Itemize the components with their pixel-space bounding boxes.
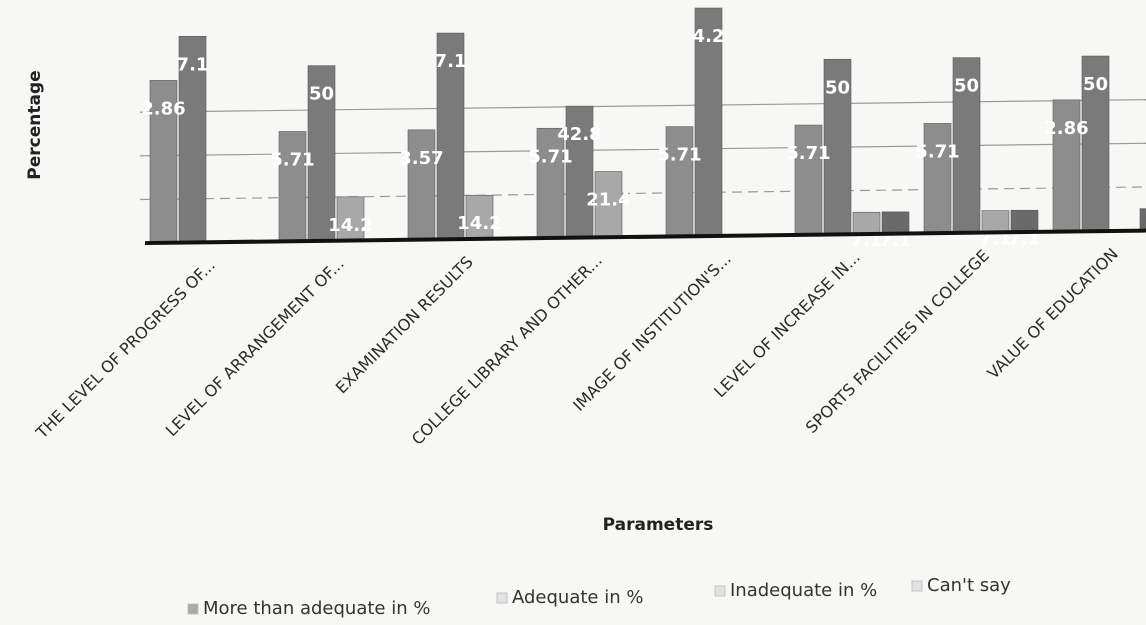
legend-label: Inadequate in %	[730, 580, 877, 601]
category-labels: THE LEVEL OF PROGRESS OF...LEVEL OF ARRA…	[32, 244, 1122, 448]
data-label: 3.57	[399, 148, 443, 169]
legend-swatch	[187, 603, 199, 615]
data-label: 2.86	[1044, 118, 1088, 139]
data-label: 14.2	[457, 213, 501, 234]
bar	[149, 80, 178, 244]
x-axis-title: Parameters	[603, 515, 714, 535]
category-label: EXAMINATION RESULTS	[332, 252, 477, 397]
legend-item: More than adequate in %	[187, 598, 430, 619]
data-label: 7.1	[435, 51, 467, 72]
bar	[594, 171, 623, 238]
data-label: 50	[954, 76, 979, 97]
data-label: 21.4	[586, 190, 630, 211]
data-label: 5.71	[657, 145, 701, 166]
data-label: 2.86	[141, 98, 185, 119]
legend-label: Can't say	[927, 575, 1011, 596]
bar	[178, 35, 207, 243]
legend-item: Adequate in %	[496, 587, 643, 608]
data-label: 5.71	[786, 143, 830, 164]
bar	[278, 131, 307, 242]
bar	[952, 57, 981, 234]
legend-label: More than adequate in %	[203, 598, 430, 619]
data-label: 4.2	[693, 26, 725, 47]
bar	[694, 7, 723, 237]
gridline	[139, 99, 1146, 113]
bar	[665, 126, 694, 237]
bar	[407, 129, 436, 240]
legend-swatch	[496, 592, 508, 604]
y-axis-title: Percentage	[25, 70, 45, 179]
x-axis-line	[144, 228, 1146, 246]
bar	[1081, 55, 1110, 232]
category-label: VALUE OF EDUCATION	[983, 244, 1121, 382]
bar	[307, 65, 336, 242]
data-label: 5.71	[915, 141, 959, 162]
data-label: 5.71	[270, 149, 314, 170]
bar	[923, 123, 952, 234]
bar	[565, 105, 594, 238]
legend-swatch	[911, 580, 923, 592]
category-label: LEVEL OF INCREASE IN...	[710, 248, 864, 402]
bar	[794, 124, 823, 236]
data-label: 50	[309, 84, 334, 105]
data-label: 7.1	[177, 54, 209, 75]
bar	[536, 127, 565, 239]
data-label: 14.2	[328, 215, 372, 236]
legend-item: Can't say	[911, 575, 1011, 596]
data-label: 42.8	[557, 124, 601, 145]
data-label: 50	[1083, 74, 1108, 95]
bar	[1139, 208, 1146, 231]
data-label: 5.71	[528, 146, 572, 167]
legend-swatch	[714, 585, 726, 597]
bar	[1052, 99, 1081, 232]
legend-label: Adequate in %	[512, 587, 643, 608]
legend: More than adequate in % Adequate in % Inad…	[187, 575, 1011, 619]
data-label: 50	[825, 77, 850, 98]
legend-item: Inadequate in %	[714, 580, 877, 601]
bars	[149, 7, 1146, 244]
